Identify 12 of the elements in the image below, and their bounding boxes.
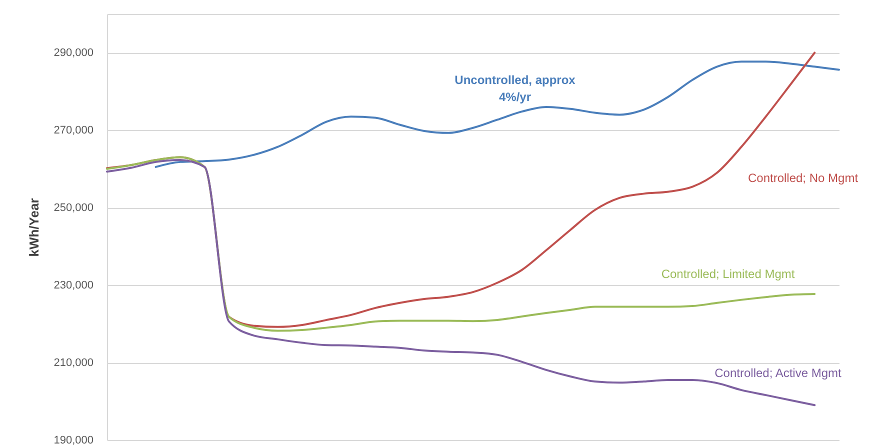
- series-label: Controlled; Active Mgmt: [714, 366, 842, 380]
- series-label: Uncontrolled, approx 4%/yr: [454, 73, 576, 104]
- series-label: Controlled; No Mgmt: [748, 171, 859, 185]
- y-tick-label: 210,000: [54, 357, 94, 370]
- y-tick-label: 230,000: [54, 280, 94, 292]
- y-tick-label: 290,000: [54, 47, 94, 60]
- series-label: Controlled; Limited Mgmt: [661, 267, 796, 281]
- y-tick-label: 270,000: [54, 124, 94, 137]
- y-axis-title: kWh/Year: [26, 198, 42, 257]
- line-series: [154, 60, 840, 168]
- y-tick-label: 250,000: [54, 202, 94, 214]
- y-tick-label: 190,000: [54, 434, 94, 445]
